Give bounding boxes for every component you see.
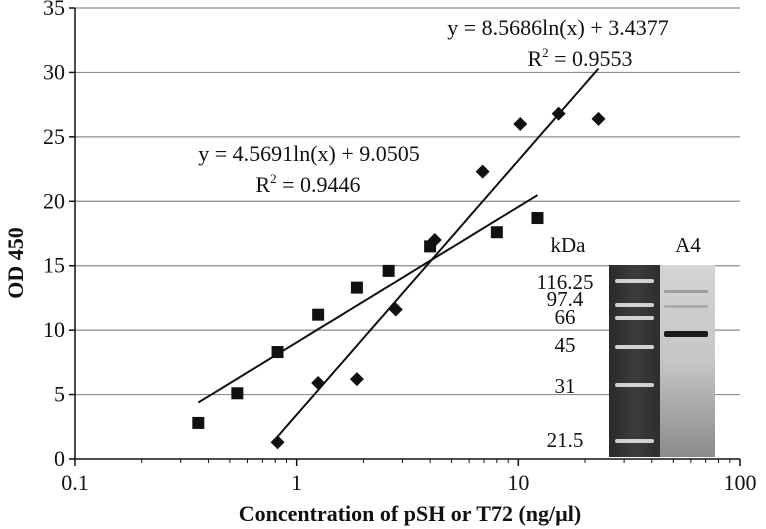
square-point [271, 346, 284, 359]
gel-marker-band [615, 316, 654, 320]
square-point [192, 416, 205, 429]
square-point [231, 387, 244, 400]
y-tick-label: 20 [43, 188, 65, 213]
gel-marker-band [615, 439, 654, 443]
gel-marker-lane [609, 265, 660, 457]
x-tick-label: 0.1 [61, 470, 89, 495]
gridlines [75, 7, 740, 396]
gel-marker-band [615, 303, 654, 307]
r2-text-2: R2 = 0.9553 [527, 45, 632, 71]
gel-bands [615, 279, 708, 443]
gel-sample-band [664, 331, 708, 337]
y-tick-label: 0 [54, 446, 65, 471]
y-tick-label: 25 [43, 124, 65, 149]
gel-lane-label: A4 [675, 233, 701, 257]
trendline-series-2 [276, 67, 600, 438]
r2-text-1: R2 = 0.9446 [255, 171, 360, 197]
data-points [192, 106, 606, 450]
gel-marker-label: 31 [555, 374, 576, 398]
x-tick-label: 100 [724, 470, 757, 495]
diamond-point [427, 232, 442, 247]
square-point [382, 264, 395, 277]
diamond-point [270, 435, 285, 450]
y-tick-label: 30 [43, 59, 65, 84]
x-tick-label: 10 [507, 470, 529, 495]
equation-text-2: y = 8.5686ln(x) + 3.4377 [447, 15, 669, 40]
gel-marker-label: 66 [555, 305, 576, 329]
square-point [350, 281, 363, 294]
gel-unit-label: kDa [551, 233, 587, 257]
gel-faint-band [664, 305, 708, 308]
diamond-point [551, 106, 566, 121]
x-axis-title: Concentration of pSH or T72 (ng/µl) [239, 501, 582, 526]
diamond-point [475, 164, 490, 179]
trendlines [197, 67, 600, 438]
gel-marker-label: 45 [555, 333, 576, 357]
y-tick-label: 35 [43, 0, 65, 20]
square-point [312, 308, 325, 321]
diamond-point [513, 116, 528, 131]
diamond-point [349, 372, 364, 387]
gel-marker-band [615, 345, 654, 349]
y-tick-label: 15 [43, 253, 65, 278]
gel-faint-band [664, 290, 708, 293]
y-tick-label: 5 [54, 382, 65, 407]
gel-marker-label: 21.5 [547, 428, 584, 452]
gel-marker-band [615, 383, 654, 387]
y-tick-label: 10 [43, 317, 65, 342]
y-axis-title: OD 450 [3, 227, 28, 299]
gel-sample-lane [660, 265, 715, 457]
square-point [531, 212, 544, 225]
diamond-point [591, 111, 606, 126]
x-axis-ticks: 0.1 1 10 100 [61, 459, 757, 495]
gel-marker-label: 116.25 [537, 270, 594, 294]
y-axis-ticks: 0 5 10 15 20 25 30 35 [43, 0, 75, 471]
equation-series-1: y = 4.5691ln(x) + 9.0505 R2 = 0.9446 [198, 141, 420, 197]
x-tick-label: 1 [291, 470, 302, 495]
square-point [490, 226, 503, 239]
equation-series-2: y = 8.5686ln(x) + 3.4377 R2 = 0.9553 [447, 15, 669, 71]
equation-text-1: y = 4.5691ln(x) + 9.0505 [198, 141, 420, 166]
diamond-point [311, 375, 326, 390]
trendline-series-1 [197, 194, 539, 404]
gel-marker-band [615, 279, 654, 283]
gel-marker-label: 97.4 [547, 287, 584, 311]
diamond-point [388, 302, 403, 317]
